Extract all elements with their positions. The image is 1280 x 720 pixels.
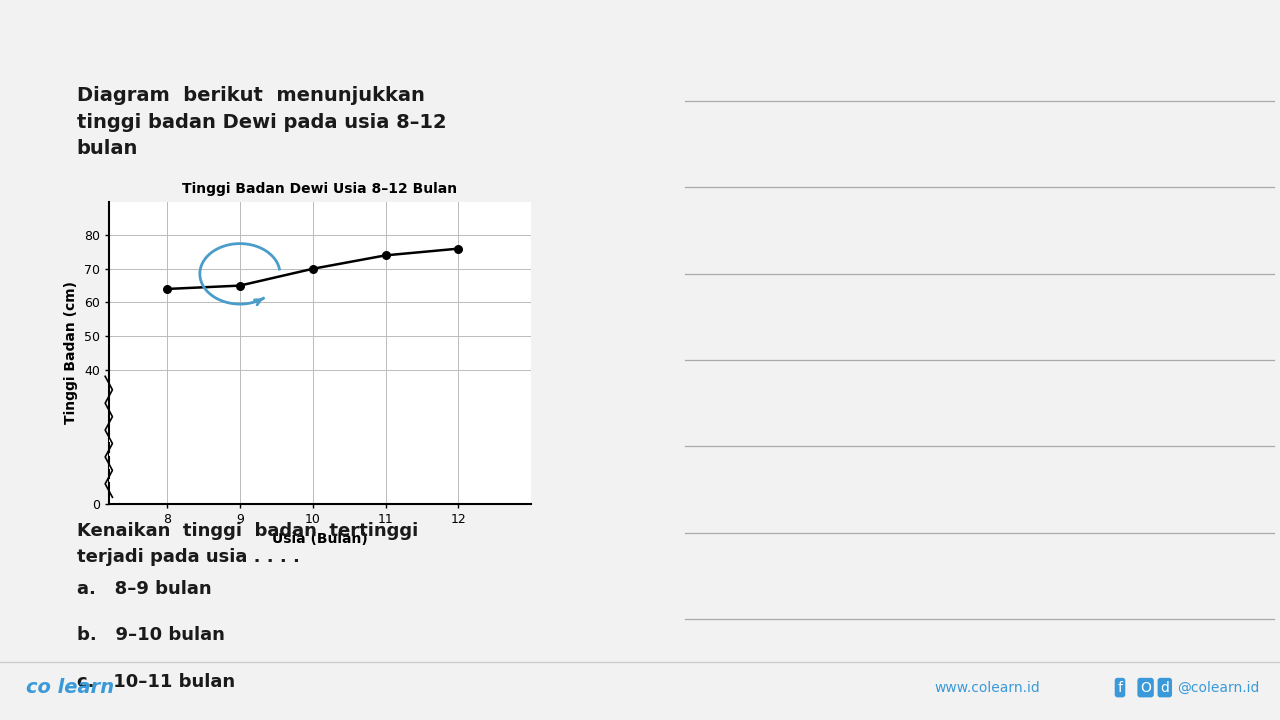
Text: f: f (1117, 680, 1123, 695)
Point (157, 283, 178, 294)
Title: Tinggi Badan Dewi Usia 8–12 Bulan: Tinggi Badan Dewi Usia 8–12 Bulan (183, 182, 457, 197)
Text: b.   9–10 bulan: b. 9–10 bulan (77, 626, 225, 644)
Text: co learn: co learn (26, 678, 114, 697)
Point (448, 243, 468, 254)
Text: Kenaikan  tinggi  badan  tertinggi
terjadi pada usia . . . .: Kenaikan tinggi badan tertinggi terjadi … (77, 522, 419, 567)
Text: d: d (1161, 680, 1169, 695)
Text: c.   10–11 bulan: c. 10–11 bulan (77, 673, 236, 691)
Text: Diagram  berikut  menunjukkan
tinggi badan Dewi pada usia 8–12
bulan: Diagram berikut menunjukkan tinggi badan… (77, 86, 447, 158)
Text: a.   8–9 bulan: a. 8–9 bulan (77, 580, 211, 598)
Y-axis label: Tinggi Badan (cm): Tinggi Badan (cm) (64, 282, 78, 424)
Point (229, 280, 250, 292)
Point (375, 250, 396, 261)
Text: @colearn.id: @colearn.id (1178, 680, 1260, 695)
Point (302, 263, 323, 274)
Text: O: O (1140, 680, 1151, 695)
Text: www.colearn.id: www.colearn.id (934, 680, 1041, 695)
X-axis label: Usia (Bulan): Usia (Bulan) (273, 531, 367, 546)
